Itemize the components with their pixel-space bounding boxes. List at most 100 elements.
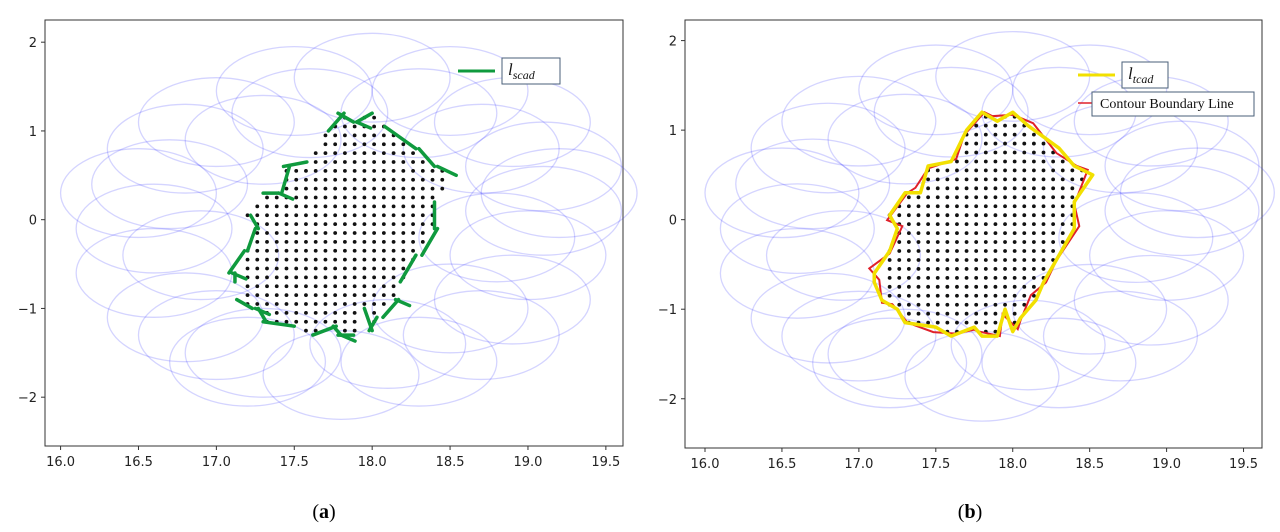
coverage-circle	[1104, 120, 1260, 212]
data-point	[1031, 159, 1036, 164]
data-point	[926, 231, 931, 236]
data-point	[916, 267, 921, 271]
data-point	[926, 258, 931, 262]
data-point	[955, 311, 959, 316]
data-point	[1022, 258, 1027, 262]
data-point	[1051, 249, 1056, 253]
data-point	[964, 231, 969, 236]
data-point	[352, 231, 357, 235]
data-point	[343, 302, 347, 306]
data-point	[343, 177, 347, 182]
data-point	[983, 204, 988, 209]
data-point	[304, 328, 308, 333]
data-point	[323, 195, 328, 200]
data-point	[993, 275, 998, 280]
data-point	[245, 266, 250, 271]
data-point	[945, 186, 950, 191]
data-point	[974, 240, 979, 244]
data-point	[255, 293, 260, 298]
data-point	[945, 240, 950, 244]
coverage-circle	[184, 307, 342, 398]
data-point	[294, 231, 299, 235]
data-point	[1031, 168, 1036, 173]
data-point	[304, 239, 308, 244]
data-point	[964, 159, 969, 164]
data-point	[294, 168, 299, 173]
data-point	[304, 319, 308, 324]
data-point	[935, 249, 940, 253]
data-point	[1060, 186, 1065, 191]
coverage-circle	[981, 317, 1137, 409]
data-point	[391, 151, 396, 156]
data-point	[323, 222, 328, 227]
data-point	[964, 222, 969, 227]
data-point	[323, 293, 328, 298]
data-point	[313, 168, 318, 173]
data-point	[945, 275, 950, 280]
data-point	[381, 266, 386, 271]
coverage-circle	[719, 183, 875, 275]
data-point	[323, 239, 328, 244]
data-point	[964, 240, 969, 244]
data-point	[274, 204, 279, 209]
data-point	[926, 293, 931, 298]
legend-label: Contour Boundary Line	[1100, 97, 1234, 112]
legend-box	[501, 57, 561, 85]
data-point	[1022, 240, 1027, 244]
data-point	[411, 177, 415, 182]
data-point	[313, 293, 318, 298]
data-point	[993, 231, 998, 236]
data-point	[935, 258, 940, 262]
data-point	[993, 293, 998, 298]
data-point	[294, 195, 299, 200]
data-point	[362, 195, 367, 200]
data-point	[983, 132, 988, 137]
data-point	[333, 302, 338, 306]
data-point	[333, 151, 338, 156]
data-point	[255, 266, 260, 271]
data-point	[245, 284, 250, 289]
data-point	[983, 320, 988, 325]
coverage-circle	[750, 102, 906, 194]
lscad-segment	[311, 324, 338, 337]
data-point	[993, 168, 998, 173]
data-point	[372, 248, 377, 253]
y-tick-label: 2	[669, 35, 677, 50]
data-point	[420, 231, 425, 235]
coverage-circle	[340, 316, 498, 407]
data-point	[362, 168, 367, 173]
coverage-circle	[402, 103, 560, 194]
data-point	[955, 204, 959, 209]
data-point	[313, 239, 318, 244]
data-point	[352, 204, 357, 209]
data-point	[284, 222, 289, 227]
data-point	[1031, 204, 1036, 209]
data-point	[391, 204, 396, 209]
panel-a-chart: 16.0 16.5 17.0 17.5 18.0 18.5 19.0 19.5210−1−2l…	[18, 19, 638, 470]
data-point	[1022, 150, 1027, 155]
data-point	[1022, 302, 1027, 307]
data-point	[294, 204, 299, 209]
data-point	[964, 249, 969, 253]
data-point	[274, 231, 279, 235]
data-point	[333, 266, 338, 271]
data-point	[343, 133, 347, 138]
data-point	[974, 267, 979, 271]
data-point	[352, 124, 357, 129]
data-point	[906, 195, 911, 200]
x-tick-label: 18.0	[358, 455, 387, 470]
data-point	[333, 195, 338, 200]
data-point	[372, 115, 377, 120]
data-point	[333, 275, 338, 280]
data-point	[906, 231, 911, 236]
data-point	[401, 151, 406, 156]
data-point	[313, 151, 318, 156]
lscad-segment	[398, 253, 418, 284]
data-point	[1041, 249, 1046, 253]
data-point	[1012, 141, 1017, 146]
data-point	[304, 293, 308, 298]
data-point	[255, 213, 260, 218]
data-point	[333, 204, 338, 209]
data-point	[983, 240, 988, 244]
data-point	[313, 213, 318, 218]
